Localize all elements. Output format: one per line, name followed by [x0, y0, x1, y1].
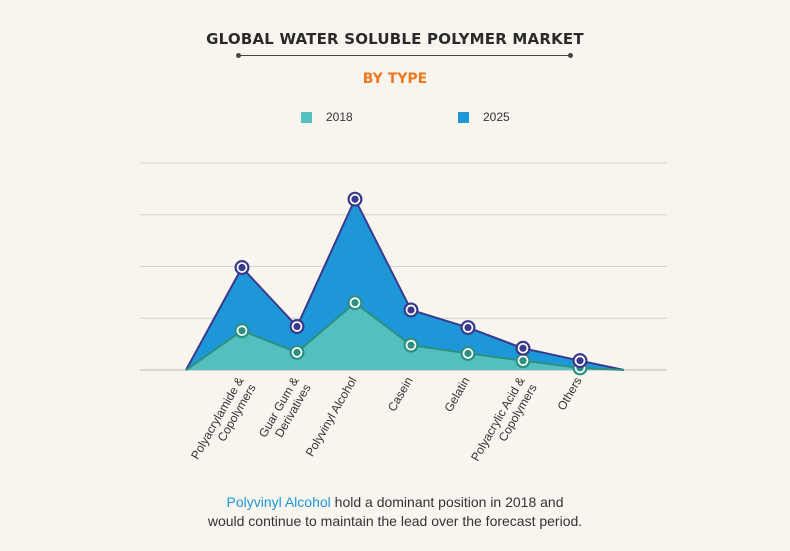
marker-inner	[351, 299, 359, 307]
data-point-2025	[347, 191, 363, 207]
chart-title: GLOBAL WATER SOLUBLE POLYMER MARKET	[206, 30, 584, 48]
data-point-2025	[234, 260, 250, 276]
data-point-2018	[347, 295, 363, 311]
data-point-2018	[403, 337, 419, 353]
legend-item-2018: 2018	[301, 110, 353, 124]
marker-inner	[519, 357, 527, 365]
data-point-2018	[515, 353, 531, 369]
x-tick-label: Polyacrylamide &Copolymers	[188, 375, 259, 469]
title-divider	[236, 53, 573, 58]
data-point-2025	[515, 340, 531, 356]
legend-swatch-2018	[301, 111, 312, 123]
data-point-2025	[460, 320, 476, 336]
x-tick-label: Gelatin	[441, 375, 472, 415]
footer-line-2: would continue to maintain the lead over…	[207, 513, 583, 529]
data-point-2018	[460, 345, 476, 361]
chart-footer-note: Polyvinyl Alcohol hold a dominant positi…	[0, 493, 790, 531]
legend-label-2018: 2018	[326, 110, 353, 124]
footer-highlight: Polyvinyl Alcohol	[226, 494, 331, 510]
marker-inner	[464, 349, 472, 358]
marker-inner	[576, 357, 584, 365]
legend-label-2025: 2025	[483, 110, 510, 124]
marker-inner	[293, 322, 301, 331]
x-tick-label-line: Casein	[385, 375, 416, 414]
x-tick-label: Polyacrylic Acid &Copolymers	[468, 375, 540, 471]
marker-inner	[519, 344, 527, 352]
data-point-2018	[289, 344, 305, 360]
marker-inner	[238, 327, 246, 335]
data-point-2025	[572, 353, 588, 369]
footer-line-1: Polyvinyl Alcohol hold a dominant positi…	[0, 493, 790, 512]
marker-inner	[351, 195, 359, 203]
footer-line-1-rest: hold a dominant position in 2018 and	[330, 494, 564, 510]
x-tick-label-line: Gelatin	[441, 375, 472, 415]
divider-dot-right	[568, 53, 573, 58]
marker-inner	[293, 348, 301, 357]
marker-inner	[464, 323, 472, 332]
x-tick-label: Others	[554, 375, 584, 413]
chart-subtitle: BY TYPE	[362, 71, 428, 87]
marker-inner	[238, 263, 246, 272]
data-point-2018	[234, 323, 250, 339]
x-tick-label: Guar Gum &Derivatives	[256, 375, 314, 447]
data-point-2025	[403, 302, 419, 318]
marker-inner	[407, 341, 415, 349]
legend-swatch-2025	[458, 111, 469, 123]
data-point-2025	[289, 319, 305, 335]
x-tick-label: Casein	[385, 375, 416, 414]
marker-inner	[407, 306, 415, 314]
divider-dot-left	[236, 53, 241, 58]
legend-item-2025: 2025	[458, 110, 510, 124]
x-tick-label-line: Others	[554, 375, 584, 413]
